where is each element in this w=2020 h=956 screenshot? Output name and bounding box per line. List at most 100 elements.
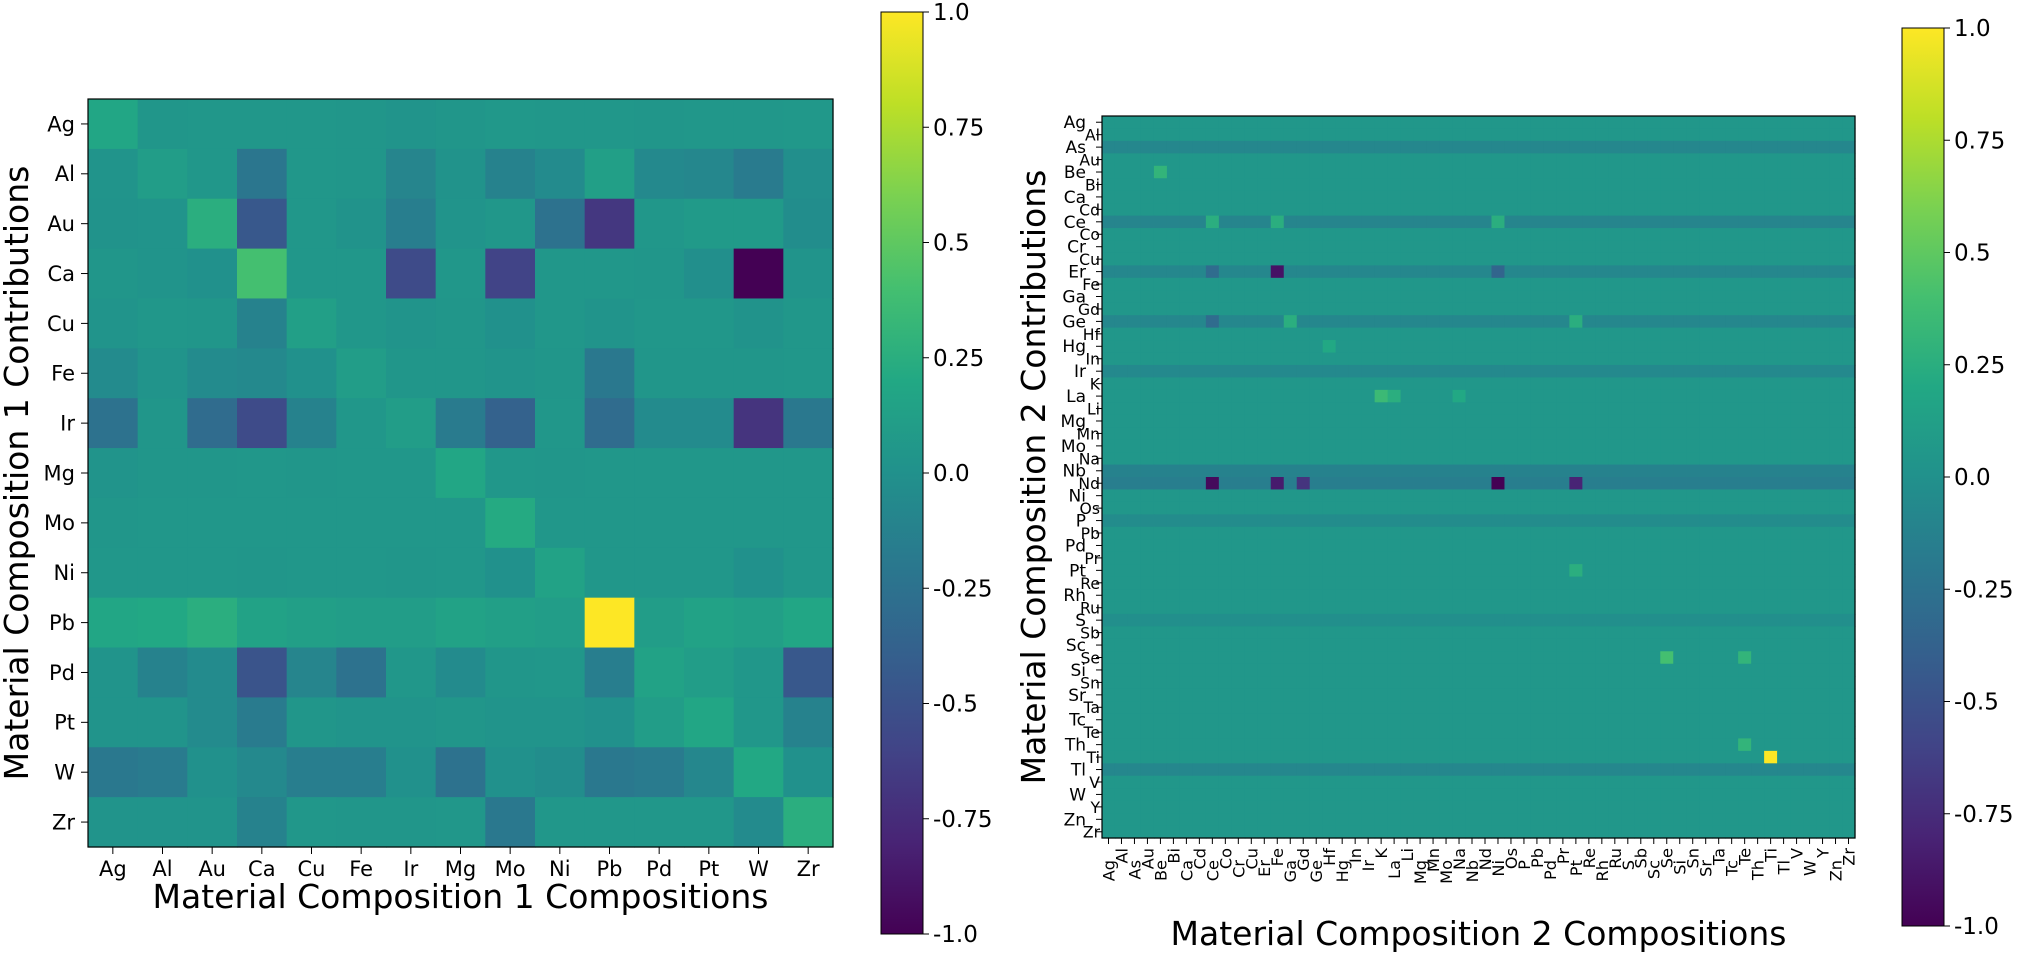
heatmap-cell — [1231, 725, 1246, 740]
heatmap-cell — [1517, 302, 1532, 316]
heatmap-cell — [1335, 589, 1350, 603]
heatmap-cell — [1205, 477, 1220, 491]
heatmap-cell — [1102, 688, 1116, 702]
heatmap-cell — [1114, 688, 1129, 702]
heatmap-cell — [1569, 750, 1583, 764]
heatmap-cell — [1712, 813, 1726, 827]
heatmap-cell — [1192, 676, 1207, 690]
x-tick-label: Ti — [1762, 848, 1781, 863]
heatmap-cell — [1387, 265, 1402, 279]
heatmap-cell — [1517, 750, 1532, 764]
heatmap-cell — [286, 148, 337, 200]
heatmap-cell — [1530, 514, 1545, 528]
heatmap-cell — [1244, 539, 1259, 553]
heatmap-cell — [1205, 464, 1220, 478]
heatmap-cell — [1102, 340, 1116, 354]
heatmap-cell — [1452, 501, 1467, 515]
heatmap-cell — [1634, 539, 1648, 553]
heatmap-cell — [1621, 153, 1635, 167]
heatmap-cell — [1621, 526, 1635, 540]
heatmap-cell — [1712, 514, 1726, 528]
heatmap-cell — [1478, 240, 1493, 254]
heatmap-cell — [1309, 725, 1324, 740]
heatmap-cell — [1816, 613, 1830, 627]
heatmap-cell — [1608, 725, 1622, 740]
heatmap-cell — [1140, 626, 1155, 640]
heatmap-cell — [88, 398, 139, 449]
heatmap-cell — [1634, 215, 1648, 229]
heatmap-cell — [1426, 750, 1441, 764]
heatmap-cell — [1374, 589, 1389, 603]
heatmap-cell — [237, 697, 288, 748]
heatmap-cell — [1660, 165, 1674, 179]
heatmap-cell — [336, 398, 387, 449]
heatmap-cell — [1634, 464, 1648, 478]
heatmap-cell — [1556, 352, 1570, 366]
heatmap-cell — [1816, 576, 1830, 590]
y-tick-label: S — [1075, 611, 1086, 631]
heatmap-cell — [1751, 116, 1765, 130]
heatmap-cell — [1205, 252, 1220, 266]
heatmap-cell — [1777, 352, 1791, 366]
heatmap-cell — [1153, 788, 1168, 802]
heatmap-cell — [1179, 663, 1194, 677]
heatmap-cell — [1621, 377, 1635, 391]
heatmap-cell — [1257, 626, 1272, 640]
colorbar-tick-label: 0.5 — [1954, 241, 1991, 267]
heatmap-cell — [1790, 501, 1804, 515]
heatmap-cell — [1738, 576, 1752, 590]
heatmap-cell — [1283, 402, 1298, 416]
heatmap-cell — [1803, 116, 1817, 130]
heatmap-cell — [1452, 302, 1467, 316]
heatmap-cell — [1439, 701, 1454, 715]
heatmap-cell — [1816, 178, 1830, 192]
heatmap-cell — [1335, 302, 1350, 316]
colorbar-tick-label: 0.25 — [933, 346, 984, 372]
heatmap-cell — [1465, 651, 1480, 665]
heatmap-cell — [1725, 364, 1739, 379]
heatmap-cell — [783, 797, 834, 848]
heatmap-cell — [1829, 402, 1843, 416]
heatmap-cell — [1712, 215, 1726, 229]
heatmap-cell — [1192, 252, 1207, 266]
heatmap-cell — [1309, 514, 1324, 528]
heatmap-cell — [1244, 651, 1259, 665]
x-tick-label: Mo — [495, 857, 526, 881]
heatmap-cell — [1166, 800, 1181, 814]
heatmap-cell — [1296, 116, 1311, 130]
heatmap-cell — [485, 547, 536, 599]
heatmap-cell — [1699, 352, 1713, 366]
heatmap-cell — [783, 697, 834, 748]
heatmap-cell — [1348, 688, 1363, 702]
heatmap-cell — [1283, 688, 1298, 702]
heatmap-cell — [1439, 228, 1454, 242]
heatmap-cell — [1816, 203, 1830, 217]
heatmap-cell — [1413, 613, 1428, 627]
heatmap-cell — [1426, 116, 1441, 130]
heatmap-cell — [1205, 452, 1220, 466]
heatmap-cell — [1361, 489, 1376, 503]
heatmap-cell — [1582, 464, 1596, 478]
heatmap-cell — [485, 497, 536, 549]
heatmap-cell — [1530, 713, 1545, 727]
y-tick-label: Re — [1080, 574, 1100, 593]
heatmap-cell — [1621, 539, 1635, 553]
heatmap-cell — [1296, 252, 1311, 266]
heatmap-cell — [1296, 813, 1311, 827]
heatmap-cell — [1127, 501, 1142, 515]
heatmap-cell — [1842, 738, 1856, 752]
heatmap-cell — [1205, 128, 1220, 142]
heatmap-cell — [1699, 377, 1713, 391]
heatmap-cell — [88, 99, 139, 150]
heatmap-cell — [1335, 713, 1350, 727]
heatmap-cell — [535, 398, 586, 449]
heatmap-cell — [1413, 140, 1428, 154]
heatmap-cell — [1335, 800, 1350, 814]
heatmap-cell — [1816, 315, 1830, 329]
heatmap-cell — [584, 398, 635, 449]
heatmap-cell — [1309, 265, 1324, 279]
heatmap-cell — [1452, 116, 1467, 130]
heatmap-cell — [1569, 389, 1583, 403]
heatmap-cell — [1361, 277, 1376, 291]
heatmap-cell — [1335, 464, 1350, 478]
